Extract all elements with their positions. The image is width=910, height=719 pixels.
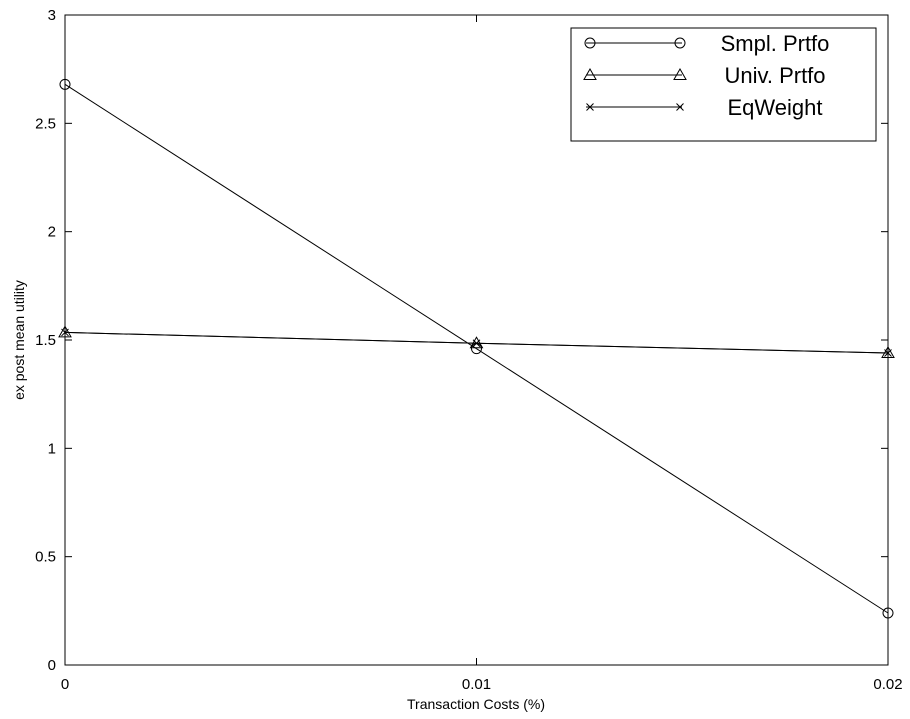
legend-marker (676, 103, 684, 111)
series-3 (61, 328, 892, 357)
y-tick-label: 1.5 (35, 332, 56, 349)
x-tick-label: 0 (61, 676, 69, 693)
y-tick-label: 0 (48, 657, 56, 674)
series-1 (59, 78, 894, 619)
x-tick-label: 0.01 (462, 676, 491, 693)
legend-marker (673, 67, 687, 80)
legend-marker (674, 37, 686, 49)
legend-marker (586, 103, 594, 111)
legend-box (570, 27, 877, 142)
legend-label: Smpl. Prtfo (721, 31, 830, 56)
y-tick-label: 1 (48, 440, 56, 457)
series-2 (58, 325, 895, 358)
legend-entry: Smpl. Prtfo (584, 31, 830, 56)
legend-entry: Univ. Prtfo (583, 63, 826, 88)
y-tick-label: 2.5 (35, 115, 56, 132)
legend-entry: EqWeight (586, 95, 822, 120)
x-axis-label: Transaction Costs (%) (407, 696, 545, 712)
data-point (472, 339, 481, 348)
plot-marks (58, 78, 895, 619)
y-axis-label: ex post mean utility (11, 280, 27, 400)
legend-label: EqWeight (728, 95, 823, 120)
y-tick-label: 0.5 (35, 549, 56, 566)
y-tick-label: 2 (48, 224, 56, 241)
legend-marker (584, 37, 596, 49)
series-line (64, 83, 889, 614)
axis-ticks: 0 0.5 1 1.5 2 2.5 3 0 0.01 0.02 (35, 7, 902, 693)
legend: Smpl. Prtfo Univ. Prtfo EqWeight (570, 27, 877, 142)
legend-label: Univ. Prtfo (724, 63, 825, 88)
data-point (469, 336, 484, 349)
x-tick-label: 0.02 (873, 676, 902, 693)
legend-marker (583, 67, 597, 80)
y-tick-label: 3 (48, 7, 56, 24)
